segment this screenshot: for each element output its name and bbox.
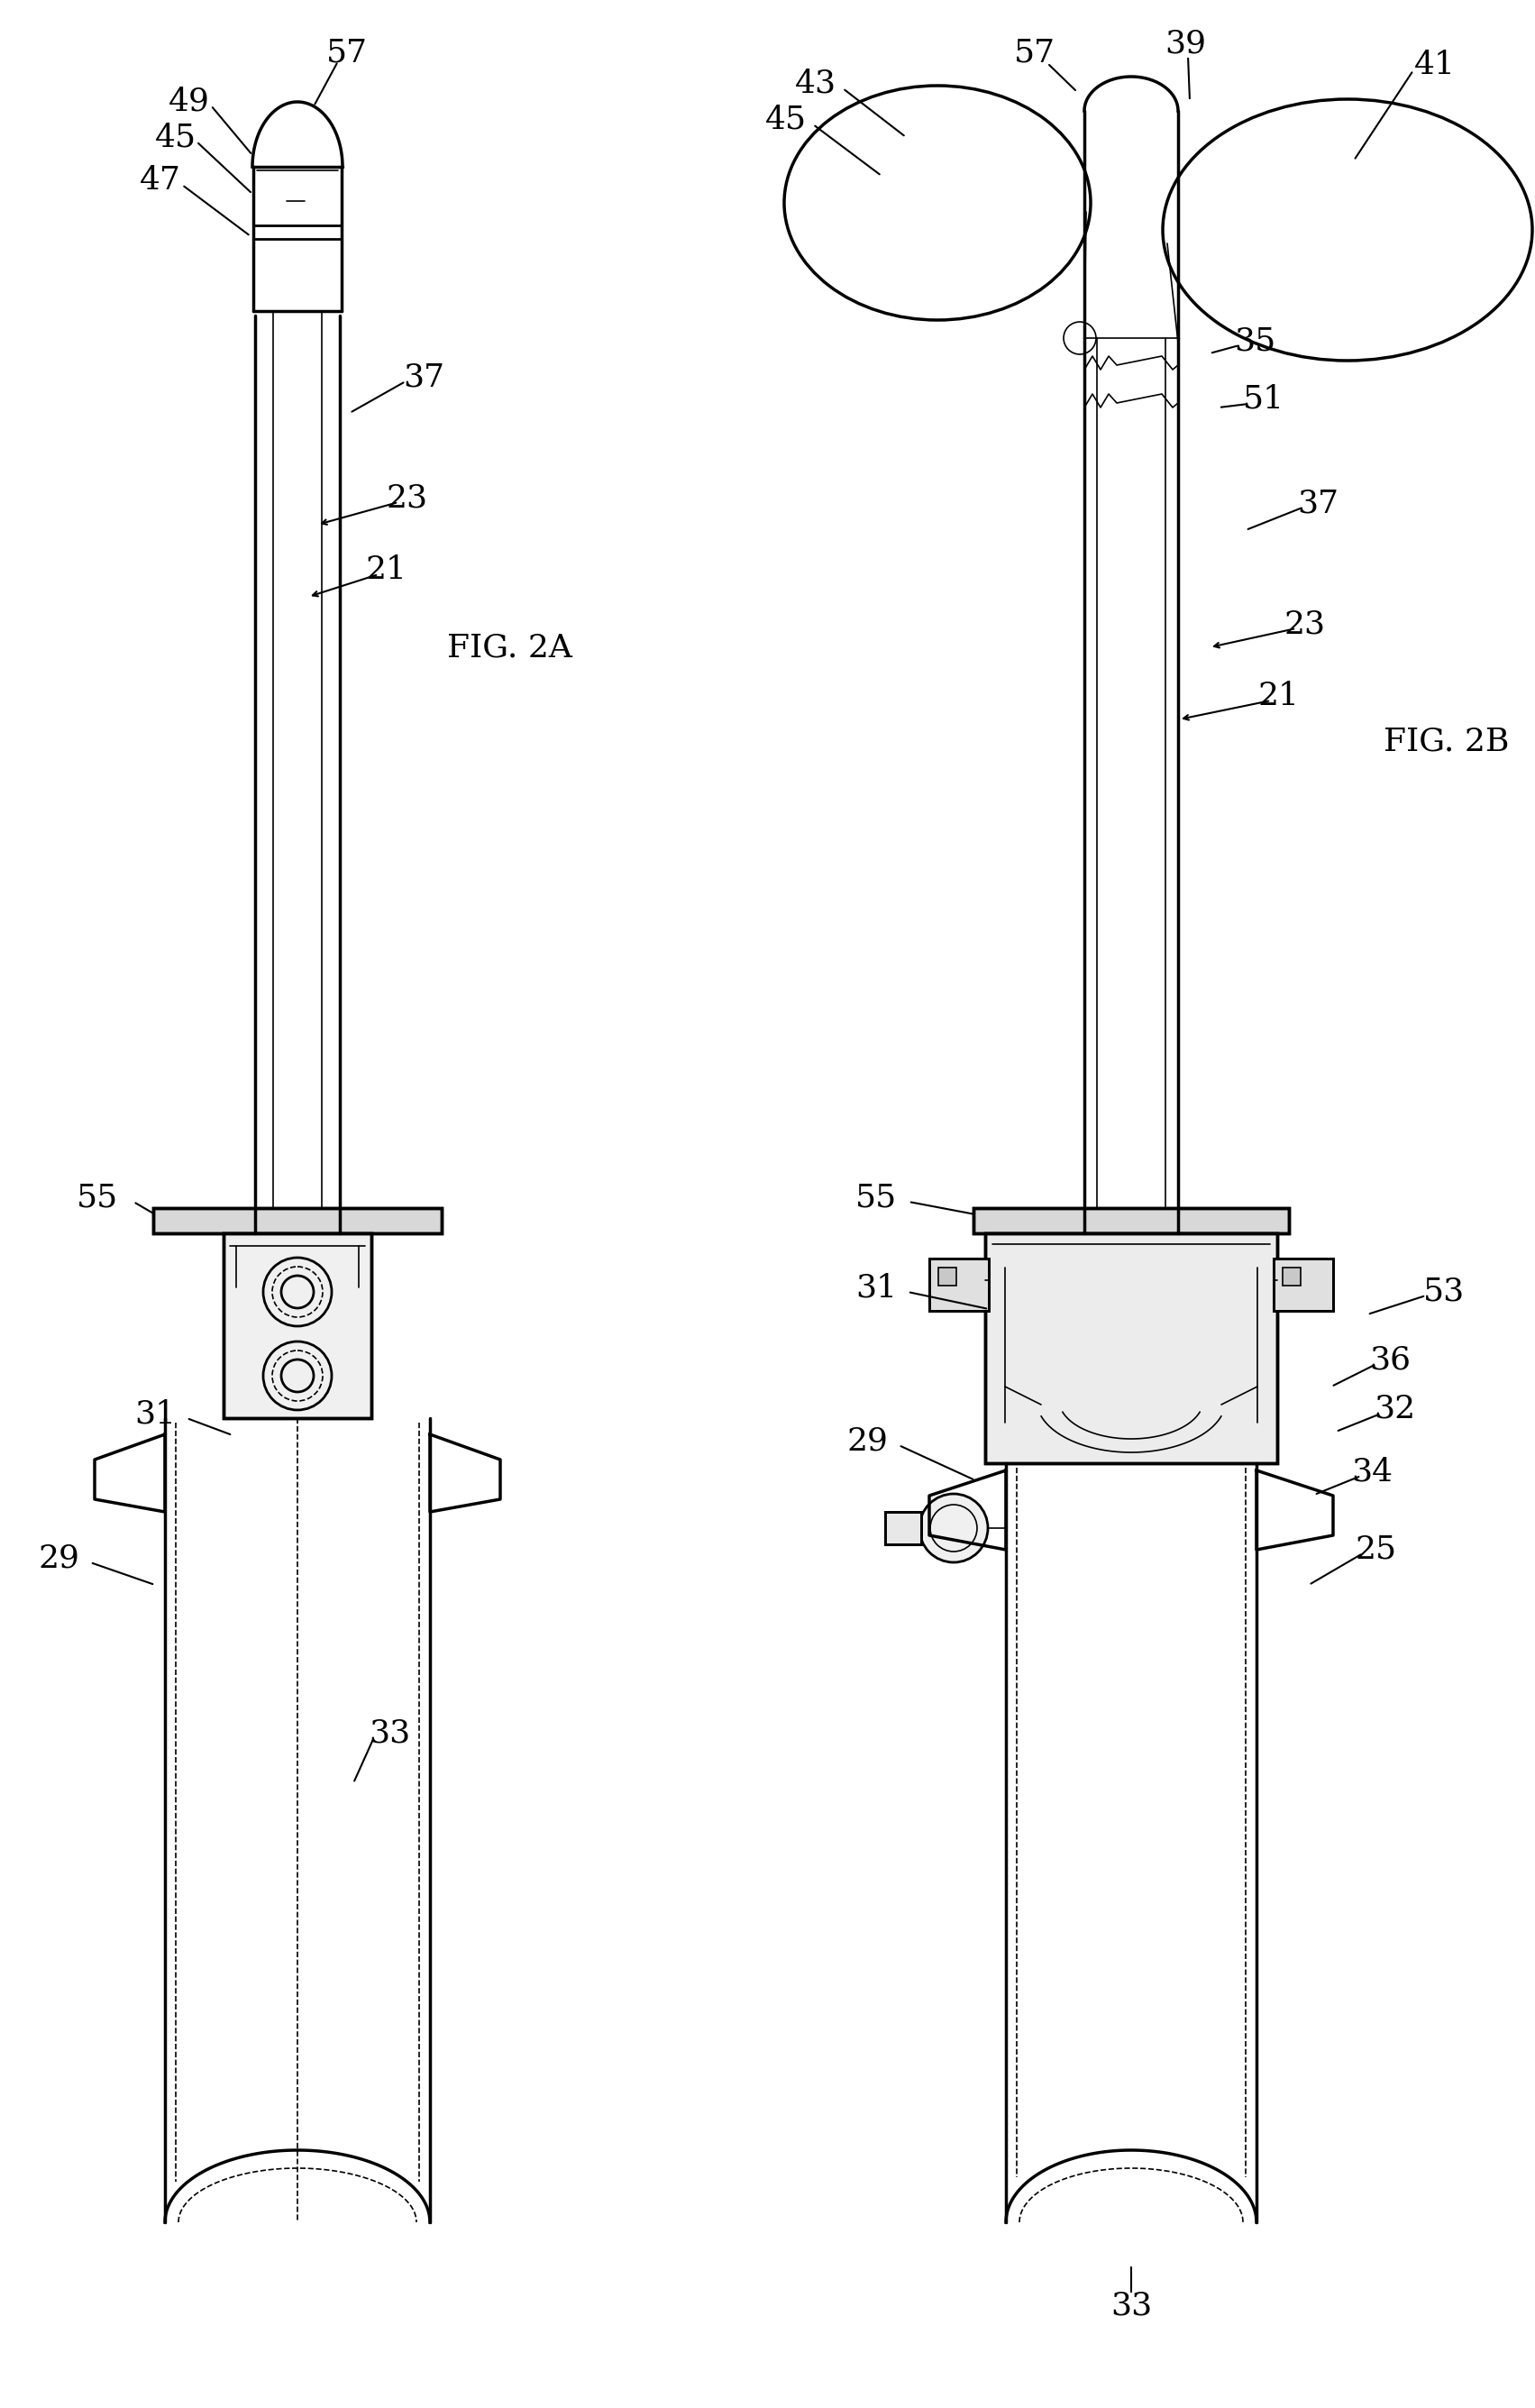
Bar [1283, 1267, 1300, 1286]
Bar [929, 1259, 989, 1310]
Text: 53: 53 [1423, 1276, 1464, 1305]
Text: 29: 29 [38, 1544, 80, 1572]
Text: 33: 33 [368, 1717, 410, 1748]
Text: 25: 25 [1355, 1534, 1397, 1565]
Text: 41: 41 [1414, 51, 1455, 79]
Text: 55: 55 [77, 1182, 118, 1214]
Bar [154, 1209, 442, 1233]
Bar [973, 1209, 1289, 1233]
Text: 45: 45 [155, 123, 196, 152]
Text: 39: 39 [1165, 29, 1207, 58]
Bar [886, 1512, 921, 1544]
Bar [938, 1267, 956, 1286]
Bar [154, 1209, 442, 1233]
Bar [985, 1233, 1277, 1464]
Text: FIG. 2A: FIG. 2A [447, 631, 573, 662]
Text: 35: 35 [1234, 325, 1276, 356]
Text: 47: 47 [140, 166, 181, 195]
Text: 33: 33 [1110, 2290, 1153, 2321]
Text: 45: 45 [764, 104, 807, 135]
Text: 31: 31 [855, 1271, 896, 1303]
Text: 43: 43 [795, 67, 837, 99]
Text: 51: 51 [1243, 383, 1285, 414]
Text: 57: 57 [327, 36, 368, 67]
Text: 37: 37 [1297, 489, 1339, 518]
Bar [886, 1512, 921, 1544]
Text: 37: 37 [402, 361, 444, 393]
Text: 23: 23 [1285, 609, 1326, 638]
Text: FIG. 2B: FIG. 2B [1383, 725, 1509, 756]
Text: 57: 57 [1015, 36, 1056, 67]
Circle shape [919, 1493, 989, 1563]
Text: 55: 55 [855, 1182, 896, 1214]
Text: 36: 36 [1369, 1344, 1411, 1375]
Bar [973, 1209, 1289, 1233]
Text: 29: 29 [846, 1426, 887, 1457]
Bar [1274, 1259, 1332, 1310]
Bar [929, 1259, 989, 1310]
Text: 21: 21 [1257, 681, 1299, 710]
Bar [224, 1233, 371, 1418]
Bar [1274, 1259, 1332, 1310]
Bar [985, 1233, 1277, 1464]
Text: 49: 49 [169, 87, 210, 116]
Text: 32: 32 [1374, 1392, 1415, 1423]
Text: 21: 21 [365, 554, 407, 585]
Bar [224, 1233, 371, 1418]
Text: 23: 23 [387, 482, 428, 513]
Text: 34: 34 [1351, 1457, 1392, 1486]
Text: 31: 31 [134, 1399, 177, 1428]
